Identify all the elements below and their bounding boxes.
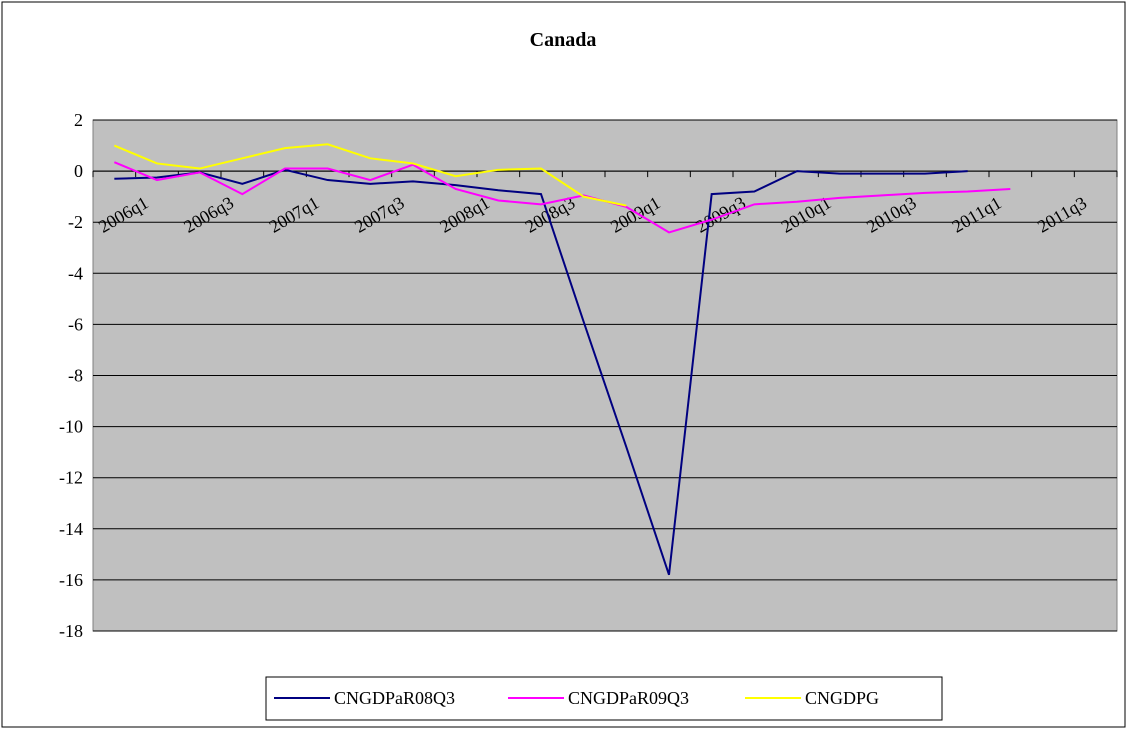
y-tick-label: -18 [59,621,83,641]
y-tick-label: -16 [59,570,83,590]
series-line [113,161,1011,234]
legend-label: CNGDPG [805,688,879,708]
legend-box [265,676,943,721]
y-tick-label: -12 [59,468,83,488]
y-tick-label: -8 [68,366,83,386]
y-tick-label: -6 [68,314,83,334]
series-line [113,143,627,207]
legend-label: CNGDPaR08Q3 [334,688,455,708]
y-tick-label: -10 [59,417,83,437]
y-tick-label: 0 [74,161,83,181]
legend: CNGDPaR08Q3 CNGDPaR09Q3 CNGDPG [265,676,943,721]
series-line [114,168,968,576]
chart-title: Canada [530,29,597,51]
y-tick-label: -4 [68,263,83,283]
y-tick-label: -2 [68,212,83,232]
legend-label: CNGDPaR09Q3 [568,688,689,708]
y-tick-label: -14 [59,519,83,539]
y-tick-label: 2 [74,110,83,130]
